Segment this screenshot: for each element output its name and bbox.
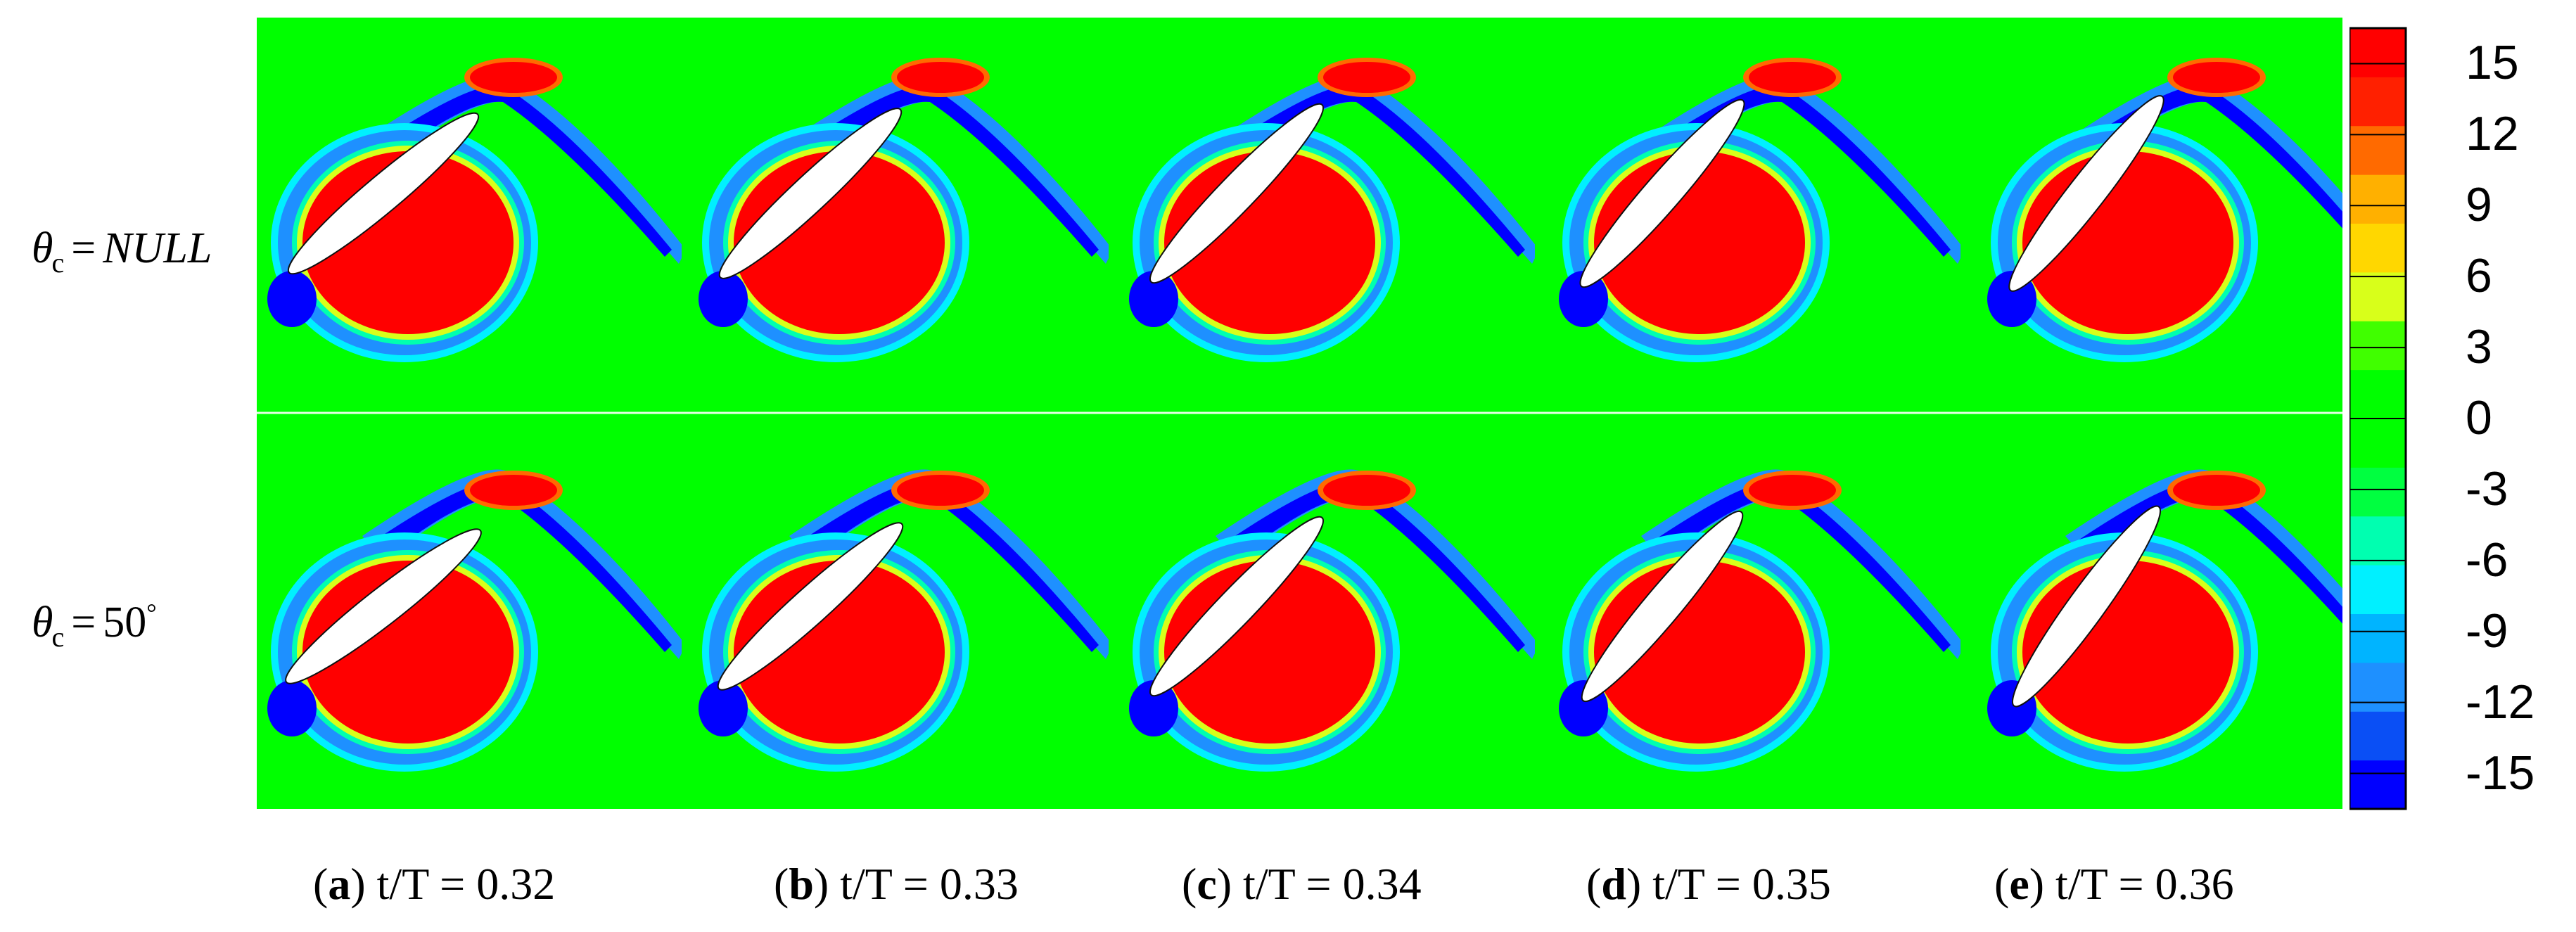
colorbar-tick-label: -6 [2466,532,2508,587]
colorbar-band [2349,565,2406,614]
airfoil [2012,505,2161,708]
trailing-edge-vortex [699,680,748,736]
colorbar-tick-label: -12 [2466,675,2535,729]
panel-content [1129,58,1535,362]
contour-panel-b-row2 [699,469,1109,772]
panel-content [1559,58,1960,362]
panel-content [1987,58,2342,362]
panel-caption-d: (d) t/T = 0.35 [1586,859,1831,909]
trailing-edge-vortex [1559,271,1608,327]
colorbar-band [2349,77,2406,127]
colorbar-band [2349,125,2406,175]
colorbar-band [2349,272,2406,321]
tip-vortex [470,475,557,506]
panel-content [267,58,682,362]
panel-caption-a: (a) t/T = 0.32 [313,859,556,909]
airfoil [285,528,482,684]
trailing-edge-vortex [1129,271,1178,327]
contour-grid [257,18,2342,809]
colorbar-tick-label: 6 [2466,249,2492,303]
colorbar-band [2349,662,2406,712]
panel-content [699,58,1109,362]
trailing-edge-vortex [699,271,748,327]
contour-panel-e-row2 [1987,469,2342,772]
tip-vortex [1749,475,1836,506]
colorbar-tick-label: 0 [2466,391,2492,445]
colorbar-band [2349,223,2406,273]
colorbar-band [2349,369,2406,419]
tip-vortex [1323,62,1410,93]
trailing-edge-vortex [1129,680,1178,736]
colorbar-band [2349,28,2406,77]
airfoil [718,108,903,279]
colorbar-band [2349,613,2406,663]
contour-panel-a-row2 [267,469,682,772]
airfoil [1579,98,1745,288]
colorbar-band [2349,419,2406,468]
tip-vortex [2173,62,2260,93]
panel-caption-b: (b) t/T = 0.33 [774,859,1019,909]
colorbar-tick-label: 3 [2466,320,2492,374]
contour-panel-b-row1 [699,58,1109,362]
panel-content [1987,469,2342,772]
colorbar-band [2349,711,2406,761]
panel-caption-e: (e) t/T = 0.36 [1994,859,2234,909]
panel-content [699,469,1109,772]
airfoil [1149,103,1324,284]
colorbar-tick-label: -9 [2466,604,2508,658]
airfoil [1581,510,1744,703]
colorbar-tick-label: 12 [2466,107,2519,161]
airfoil [287,112,480,275]
colorbar-band [2349,760,2406,810]
tip-vortex [897,62,984,93]
colorbar-tick-label: -3 [2466,461,2508,516]
contour-panel-a-row1 [267,58,682,362]
row-label-null: θc = NULL [32,224,212,279]
trailing-edge-vortex [267,680,317,736]
row-label-50: θc = 50° [32,599,157,653]
panel-content [1129,469,1535,772]
airfoil [2008,95,2164,292]
contour-panel-d-row2 [1559,469,1960,772]
colorbar-tick-label: 15 [2466,36,2519,90]
tip-vortex [1749,62,1836,93]
colorbar-band [2349,516,2406,566]
panel-content [267,469,682,772]
contour-panel-d-row1 [1559,58,1960,362]
colorbar-band [2349,321,2406,371]
contour-panel-c-row2 [1129,469,1535,772]
contour-panel-c-row1 [1129,58,1535,362]
tip-vortex [2173,475,2260,506]
panel-content [1559,469,1960,772]
airfoil [717,522,904,691]
trailing-edge-vortex [267,271,317,327]
contour-panel-e-row1 [1987,58,2342,362]
tip-vortex [470,62,557,93]
colorbar-tick-label: 9 [2466,178,2492,232]
airfoil [1149,516,1324,697]
colorbar-band [2349,174,2406,224]
tip-vortex [1323,475,1410,506]
colorbar [2349,27,2407,810]
colorbar-tick-label: -15 [2466,746,2535,800]
panel-caption-c: (c) t/T = 0.34 [1182,859,1422,909]
colorbar-band [2349,467,2406,517]
tip-vortex [897,475,984,506]
